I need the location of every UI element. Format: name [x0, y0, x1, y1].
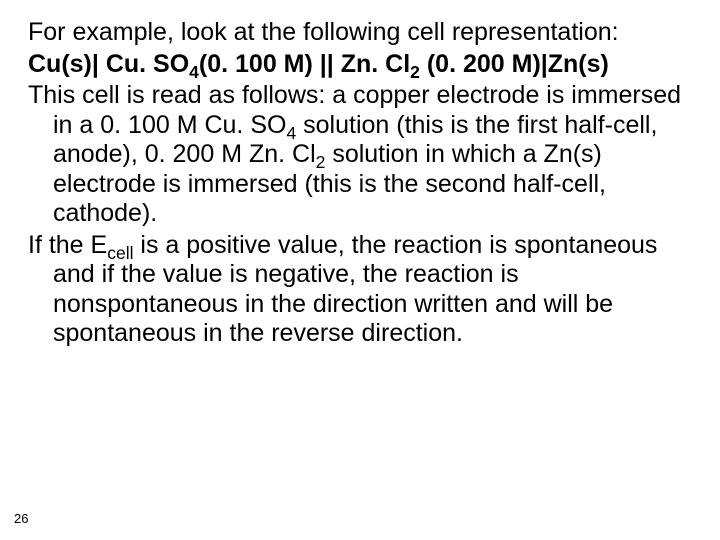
subscript: 2 — [410, 62, 420, 82]
text: Cu(s)| Cu. SO — [28, 50, 189, 78]
paragraph-ecell: If the Ecell is a positive value, the re… — [28, 231, 692, 349]
paragraph-intro: For example, look at the following cell … — [28, 18, 692, 48]
slide: For example, look at the following cell … — [0, 0, 720, 540]
text: is a positive value, the reaction is spo… — [53, 231, 657, 348]
text: If the E — [28, 231, 107, 259]
page-number: 26 — [14, 511, 28, 526]
text: (0. 200 M)|Zn(s) — [420, 50, 609, 78]
text: (0. 100 M) || Zn. Cl — [199, 50, 410, 78]
cell-notation: Cu(s)| Cu. SO4(0. 100 M) || Zn. Cl2 (0. … — [28, 50, 692, 80]
subscript: 4 — [189, 62, 199, 82]
paragraph-reading: This cell is read as follows: a copper e… — [28, 81, 692, 229]
text: For example, look at the following cell … — [28, 18, 619, 46]
